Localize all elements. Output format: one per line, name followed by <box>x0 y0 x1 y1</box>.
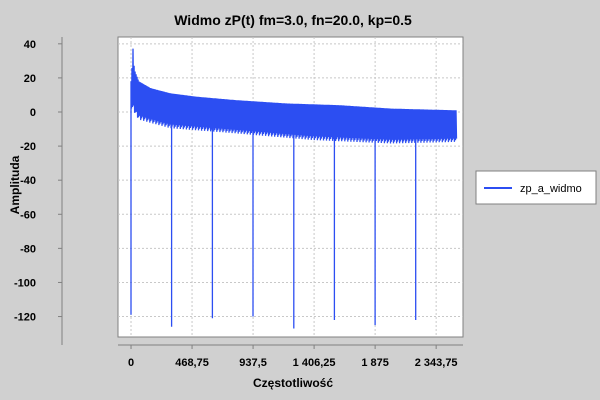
x-tick-label: 468,75 <box>175 357 209 369</box>
y-tick-label: -60 <box>20 209 36 221</box>
y-tick-label: -100 <box>14 277 36 289</box>
chart-title: Widmo zP(t) fm=3.0, fn=20.0, kp=0.5 <box>174 12 412 28</box>
y-tick-label: 0 <box>30 107 36 119</box>
grid <box>118 37 463 337</box>
x-tick-label: 1 875 <box>361 357 389 369</box>
x-tick-label: 937,5 <box>239 357 267 369</box>
y-tick-label: -20 <box>20 141 36 153</box>
x-tick-label: 1 406,25 <box>293 357 336 369</box>
x-ticks: 0 468,75 937,5 1 406,25 1 875 2 343,75 <box>128 345 458 369</box>
y-tick-label: 40 <box>24 39 36 51</box>
y-tick-label: -40 <box>20 175 36 187</box>
series-group <box>130 48 458 329</box>
x-tick-label: 0 <box>128 357 134 369</box>
y-axis-label: Amplituda <box>8 155 22 214</box>
legend-box <box>475 170 597 205</box>
series-line <box>130 48 458 329</box>
y-tick-label: -120 <box>14 312 36 324</box>
legend: zp_a_widmo <box>475 170 597 205</box>
x-axis-label: Częstotliwość <box>253 376 333 390</box>
x-tick-label: 2 343,75 <box>415 357 458 369</box>
y-tick-label: -80 <box>20 243 36 255</box>
plot-area <box>117 36 464 338</box>
y-ticks: 40 20 0 -20 -40 -60 -80 -100 -120 <box>14 39 62 324</box>
y-tick-label: 20 <box>24 73 36 85</box>
legend-label: zp_a_widmo <box>520 183 582 195</box>
